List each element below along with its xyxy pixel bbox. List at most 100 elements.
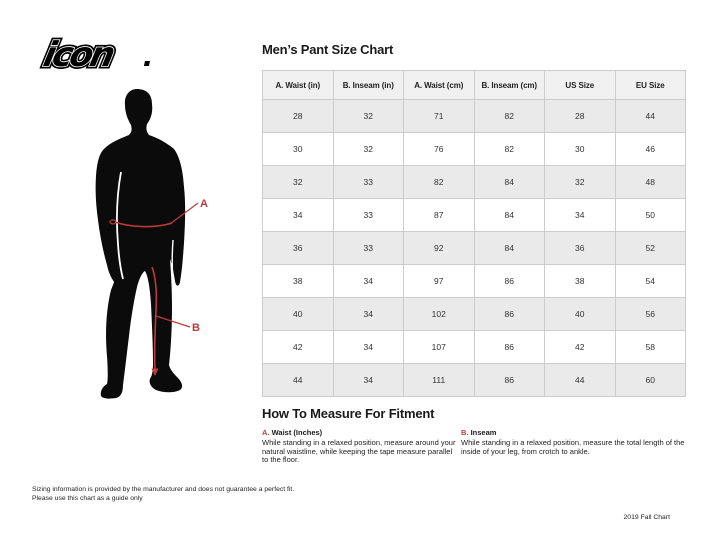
size-cell: 44 <box>614 99 686 133</box>
measure-waist-label: A. Waist (Inches) <box>262 428 458 437</box>
size-cell: 44 <box>544 363 616 397</box>
svg-text:icon: icon <box>40 35 117 75</box>
size-cell: 36 <box>544 231 616 265</box>
size-cell: 86 <box>473 264 545 298</box>
size-cell: 33 <box>332 198 404 232</box>
size-cell: 54 <box>614 264 686 298</box>
waist-leader-line <box>169 202 199 225</box>
size-cell: 38 <box>544 264 616 298</box>
size-cell: 44 <box>262 363 334 397</box>
label-b: B <box>192 322 200 334</box>
size-cell: 111 <box>403 363 475 397</box>
waist-measure-line <box>114 221 173 228</box>
size-cell: 32 <box>332 132 404 166</box>
arm-gap-left <box>116 171 124 280</box>
size-cell: 32 <box>544 165 616 199</box>
column-header: A. Waist (in) <box>262 70 334 100</box>
column-header: A. Waist (cm) <box>403 70 475 100</box>
disclaimer-line-2: Please use this chart as a guide only <box>32 494 143 502</box>
column-header: B. Inseam (in) <box>332 70 404 100</box>
table-header-row: A. Waist (in) B. Inseam (in) A. Waist (cm)… <box>262 70 686 100</box>
chart-title: Men’s Pant Size Chart <box>262 42 394 57</box>
size-table: A. Waist (in) B. Inseam (in) A. Waist (cm)… <box>262 70 686 397</box>
size-cell: 40 <box>544 297 616 331</box>
measure-instructions-waist: A. Waist (Inches) While standing in a re… <box>262 428 458 465</box>
size-cell: 87 <box>403 198 475 232</box>
size-cell: 97 <box>403 264 475 298</box>
size-cell: 56 <box>614 297 686 331</box>
size-cell: 82 <box>403 165 475 199</box>
sizing-disclaimer: Sizing information is provided by the ma… <box>32 486 312 503</box>
svg-text:icon: icon <box>40 35 117 75</box>
size-cell: 28 <box>262 99 334 133</box>
size-cell: 33 <box>332 165 404 199</box>
size-cell: 84 <box>473 198 545 232</box>
male-silhouette-graphic: A B <box>95 89 208 399</box>
size-cell: 40 <box>262 297 334 331</box>
table-row: 44 34 111 86 44 60 <box>262 363 686 397</box>
measure-inseam-prefix: B. <box>461 428 469 437</box>
size-cell: 30 <box>262 132 334 166</box>
size-cell: 36 <box>262 231 334 265</box>
size-cell: 50 <box>614 198 686 232</box>
size-cell: 38 <box>262 264 334 298</box>
how-to-measure-title: How To Measure For Fitment <box>262 406 435 421</box>
size-cell: 32 <box>332 99 404 133</box>
measure-instructions-inseam: B. Inseam While standing in a relaxed po… <box>461 428 689 456</box>
size-cell: 34 <box>262 198 334 232</box>
size-cell: 86 <box>473 363 545 397</box>
size-cell: 60 <box>614 363 686 397</box>
table-row: 42 34 107 86 42 58 <box>262 330 686 364</box>
inseam-arrowhead <box>151 368 159 376</box>
size-table-header: A. Waist (in) B. Inseam (in) A. Waist (cm)… <box>262 70 686 100</box>
measure-inseam-name: Inseam <box>470 428 497 437</box>
size-table-wrap: A. Waist (in) B. Inseam (in) A. Waist (cm)… <box>262 70 686 397</box>
size-cell: 32 <box>262 165 334 199</box>
size-cell: 86 <box>473 330 545 364</box>
table-row: 40 34 102 86 40 56 <box>262 297 686 331</box>
measure-waist-prefix: A. <box>262 428 270 437</box>
size-cell: 82 <box>473 99 545 133</box>
body-silhouette <box>95 89 186 399</box>
table-row: 28 32 71 82 28 44 <box>262 99 686 133</box>
inseam-leader-line <box>155 315 191 328</box>
disclaimer-line-1: Sizing information is provided by the ma… <box>32 486 295 493</box>
chart-version-note: 2019 Fall Chart <box>623 514 670 521</box>
icon-logo-graphic: icon icon <box>38 33 150 77</box>
size-cell: 84 <box>473 165 545 199</box>
inseam-measure-line <box>151 266 158 370</box>
size-cell: 107 <box>403 330 475 364</box>
size-cell: 46 <box>614 132 686 166</box>
table-row: 32 33 82 84 32 48 <box>262 165 686 199</box>
size-cell: 102 <box>403 297 475 331</box>
size-cell: 34 <box>332 363 404 397</box>
size-cell: 84 <box>473 231 545 265</box>
size-cell: 30 <box>544 132 616 166</box>
icon-brand-logo: icon icon <box>34 28 174 81</box>
size-cell: 58 <box>614 330 686 364</box>
arm-gap-right <box>171 239 174 280</box>
measure-inseam-label: B. Inseam <box>461 428 689 437</box>
column-header: B. Inseam (cm) <box>473 70 545 100</box>
measure-waist-text: While standing in a relaxed position, me… <box>262 438 456 465</box>
size-cell: 34 <box>544 198 616 232</box>
size-cell: 48 <box>614 165 686 199</box>
size-cell: 34 <box>332 297 404 331</box>
label-a: A <box>200 198 208 210</box>
size-cell: 34 <box>332 330 404 364</box>
column-header: EU Size <box>614 70 686 100</box>
size-cell: 71 <box>403 99 475 133</box>
table-row: 30 32 76 82 30 46 <box>262 132 686 166</box>
table-row: 36 33 92 84 36 52 <box>262 231 686 265</box>
size-cell: 34 <box>332 264 404 298</box>
measurement-figure: A B <box>70 80 230 415</box>
size-cell: 76 <box>403 132 475 166</box>
size-cell: 28 <box>544 99 616 133</box>
table-row: 38 34 97 86 38 54 <box>262 264 686 298</box>
measure-inseam-text: While standing in a relaxed position, me… <box>461 438 685 456</box>
size-cell: 92 <box>403 231 475 265</box>
size-table-body: 28 32 71 82 28 44 30 32 76 82 30 46 32 33 82 84 32 48 34 33… <box>262 99 686 397</box>
table-row: 34 33 87 84 34 50 <box>262 198 686 232</box>
size-cell: 42 <box>544 330 616 364</box>
